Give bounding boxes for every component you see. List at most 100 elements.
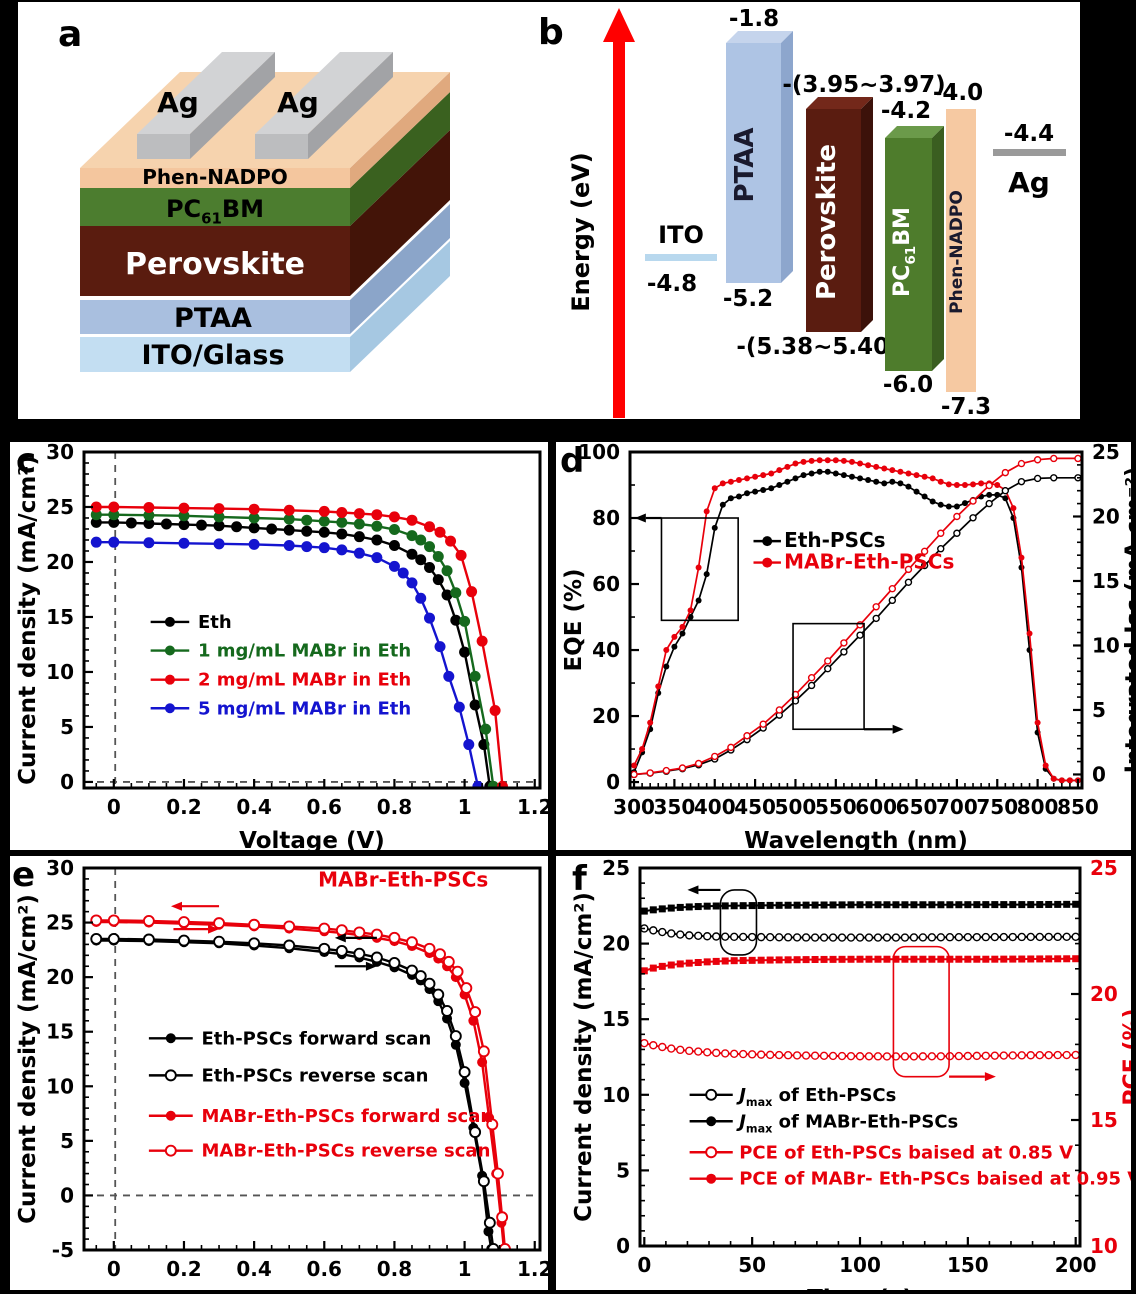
perovskite-value-above: -(3.95~3.97) bbox=[782, 72, 945, 98]
legend: Eth 1 mg/mL MABr in Eth 2 mg/mL MABr in Et… bbox=[150, 612, 411, 719]
svg-text:5 mg/mL MABr in Eth: 5 mg/mL MABr in Eth bbox=[198, 698, 411, 719]
ito-glass-label: ITO/Glass bbox=[141, 340, 284, 371]
svg-text:Voltage (V): Voltage (V) bbox=[239, 828, 385, 850]
svg-text:1: 1 bbox=[458, 1257, 472, 1281]
svg-text:0.2: 0.2 bbox=[166, 795, 201, 819]
svg-text:15: 15 bbox=[46, 1020, 74, 1044]
pcbm-bar-front bbox=[885, 138, 932, 371]
svg-text:Jmax of MABr-Eth-PSCs: Jmax of MABr-Eth-PSCs bbox=[736, 1111, 958, 1135]
phen-bar-label: Phen-NADPO bbox=[947, 190, 967, 314]
svg-text:Current density (mA/cm²): Current density (mA/cm²) bbox=[15, 455, 41, 785]
series-line bbox=[633, 476, 1078, 776]
layer-pcbm-side bbox=[350, 92, 450, 226]
svg-text:750: 750 bbox=[976, 795, 1018, 819]
svg-text:700: 700 bbox=[936, 795, 978, 819]
svg-text:10: 10 bbox=[46, 1074, 74, 1098]
svg-text:300: 300 bbox=[613, 795, 655, 819]
ptaa-bar-front bbox=[726, 43, 781, 283]
svg-text:20: 20 bbox=[46, 550, 74, 574]
svg-text:100: 100 bbox=[839, 1253, 881, 1277]
ag-electrode-2-top bbox=[255, 52, 393, 134]
svg-text:0: 0 bbox=[616, 1234, 630, 1258]
ptaa-bar-top bbox=[726, 31, 793, 43]
svg-text:400: 400 bbox=[694, 795, 736, 819]
series-group bbox=[630, 454, 1082, 784]
ag-label-2: Ag bbox=[277, 86, 319, 119]
svg-text:0: 0 bbox=[107, 1257, 121, 1281]
y-axis: 0 20 40 60 80 100 EQE (%) bbox=[561, 440, 639, 794]
svg-text:30: 30 bbox=[46, 442, 74, 464]
svg-text:30: 30 bbox=[46, 856, 74, 880]
layer-phen-front bbox=[80, 168, 350, 188]
ag-label-1: Ag bbox=[157, 86, 199, 119]
panel-a-letter: a bbox=[58, 14, 82, 55]
svg-text:650: 650 bbox=[896, 795, 938, 819]
svg-text:100: 100 bbox=[578, 442, 620, 464]
svg-text:20: 20 bbox=[1092, 504, 1120, 528]
chart-panel-d: 300 350 400 450 500 550 600 650 700 750 800 850 Wave… bbox=[556, 440, 1136, 854]
series-line bbox=[96, 920, 506, 1250]
svg-text:25: 25 bbox=[1090, 856, 1118, 880]
phen-nadpo-label: Phen-NADPO bbox=[142, 165, 287, 189]
svg-text:5: 5 bbox=[60, 715, 74, 739]
series-line bbox=[96, 521, 491, 787]
layer-ptaa-side bbox=[350, 204, 450, 334]
svg-text:Time (s): Time (s) bbox=[807, 1286, 913, 1290]
layer-ito-side bbox=[350, 241, 450, 372]
svg-text:0.4: 0.4 bbox=[236, 795, 271, 819]
svg-text:MABr-Eth-PSCs forward scan: MABr-Eth-PSCs forward scan bbox=[202, 1106, 494, 1127]
pcbm-bar-top bbox=[885, 126, 944, 138]
svg-text:5: 5 bbox=[1092, 698, 1106, 722]
ag-electrode-2-front bbox=[255, 134, 308, 159]
svg-text:550: 550 bbox=[815, 795, 857, 819]
ag-level-line bbox=[993, 149, 1066, 156]
ptaa-value-below: -5.2 bbox=[723, 286, 773, 312]
svg-text:10: 10 bbox=[1090, 1234, 1118, 1258]
panel-d-letter: d bbox=[560, 441, 585, 481]
svg-text:25: 25 bbox=[46, 911, 74, 935]
energy-axis-arrow bbox=[603, 8, 635, 418]
indicator-box bbox=[660, 517, 739, 622]
indicator-box bbox=[892, 945, 950, 1078]
svg-text:350: 350 bbox=[654, 795, 696, 819]
ag-electrode-1-side bbox=[190, 52, 275, 159]
chart-c-svg: 0 0.2 0.4 0.6 0.8 1 1.2 Voltage (V) 0 5 10 15 20 25 30… bbox=[15, 440, 552, 854]
svg-text:PCE of Eth-PSCs baised at 0.85: PCE of Eth-PSCs baised at 0.85 V bbox=[739, 1142, 1073, 1163]
chart-panel-c: 0 0.2 0.4 0.6 0.8 1 1.2 Voltage (V) 0 5 10 15 20 25 30… bbox=[10, 440, 552, 854]
svg-text:EQE (%): EQE (%) bbox=[561, 568, 587, 671]
svg-text:Jmax of Eth-PSCs: Jmax of Eth-PSCs bbox=[736, 1085, 896, 1109]
svg-text:20: 20 bbox=[46, 965, 74, 989]
chart-d-svg: 300350400450500550600650700750800850Wave… bbox=[561, 440, 1136, 854]
svg-text:1 mg/mL MABr in Eth: 1 mg/mL MABr in Eth bbox=[198, 641, 411, 662]
svg-text:20: 20 bbox=[592, 704, 620, 728]
pcbm-value-below: -6.0 bbox=[883, 372, 933, 398]
pcbm-bar-side bbox=[932, 126, 944, 371]
panel-e-letter: e bbox=[12, 855, 36, 895]
svg-text:20: 20 bbox=[602, 932, 630, 956]
layer-ito-front bbox=[80, 337, 350, 372]
ag-value-above: -4.4 bbox=[1004, 121, 1054, 147]
layer-perovskite-side bbox=[350, 130, 450, 296]
svg-text:Eth-PSCs forward scan: Eth-PSCs forward scan bbox=[202, 1028, 432, 1049]
svg-text:80: 80 bbox=[592, 506, 620, 530]
svg-text:15: 15 bbox=[602, 1007, 630, 1031]
svg-text:Eth-PSCs reverse scan: Eth-PSCs reverse scan bbox=[202, 1065, 429, 1086]
energy-axis-label: Energy (eV) bbox=[567, 152, 595, 312]
svg-text:10: 10 bbox=[1092, 633, 1120, 657]
panel-b-letter: b bbox=[538, 12, 564, 53]
svg-text:15: 15 bbox=[1090, 1108, 1118, 1132]
svg-text:0.6: 0.6 bbox=[307, 1257, 342, 1281]
svg-text:40: 40 bbox=[592, 638, 620, 662]
pcbm-label: PC61BM bbox=[166, 195, 264, 228]
svg-text:1.2: 1.2 bbox=[517, 1257, 548, 1281]
perovskite-bar-label: Perovskite bbox=[812, 144, 842, 300]
svg-text:Eth-PSCs: Eth-PSCs bbox=[784, 528, 885, 552]
indicator-box bbox=[719, 889, 758, 956]
ptaa-label: PTAA bbox=[174, 303, 252, 334]
